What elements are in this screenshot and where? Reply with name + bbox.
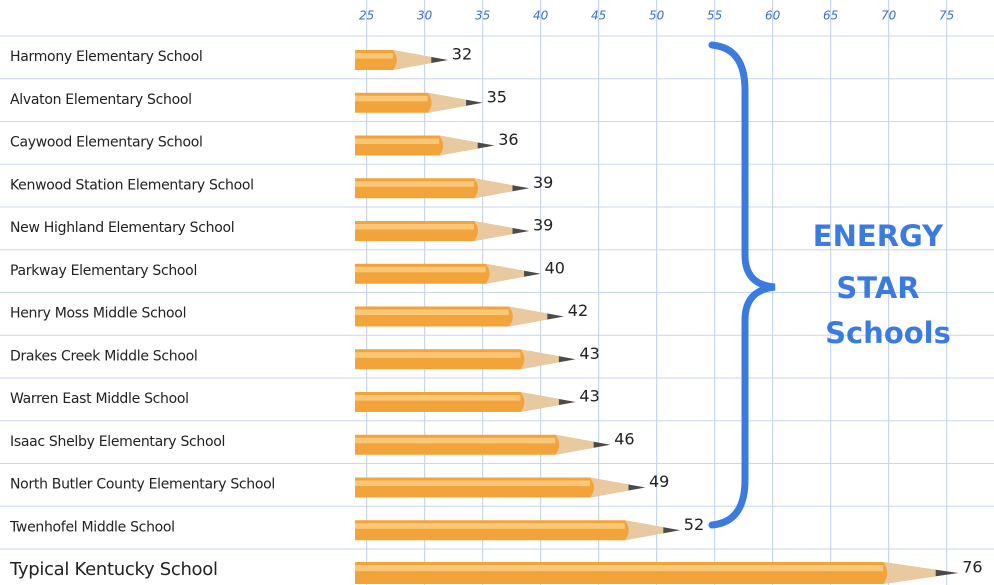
pencil-highlight (355, 523, 625, 529)
pencil-lead (547, 314, 564, 320)
y-tick-label: Henry Moss Middle School (10, 306, 186, 322)
y-tick-label: Alvaton Elementary School (10, 92, 192, 108)
value-label: 76 (962, 558, 982, 577)
x-tick-label: 45 (591, 9, 606, 23)
x-tick-label: 65 (823, 9, 838, 23)
value-label: 46 (614, 429, 634, 448)
pencil-lead (629, 485, 646, 491)
value-label: 39 (533, 216, 553, 235)
pencil-lead (513, 185, 530, 191)
pencil-highlight (355, 224, 474, 230)
pencil-highlight (355, 438, 555, 444)
annotation: ENERGY (813, 219, 944, 253)
x-tick-label: 35 (475, 9, 490, 23)
value-label: 42 (568, 301, 588, 320)
pencil-highlight (355, 352, 520, 358)
pencil-lead (478, 143, 495, 149)
pencil-highlight (355, 481, 590, 487)
bars: 32 Harmony Elementary School 35 Alvaton Ele… (9, 45, 983, 585)
y-tick-label: Caywood Elementary School (10, 135, 203, 151)
value-label: 52 (684, 515, 704, 534)
pencil-lead (559, 356, 576, 362)
brace (712, 45, 775, 525)
annotation: STAR (836, 271, 919, 305)
value-label: 35 (487, 87, 507, 106)
y-tick-label: Isaac Shelby Elementary School (10, 434, 225, 450)
pencil-lead (594, 442, 611, 448)
pencil-highlight (355, 565, 883, 571)
pencil-highlight (355, 267, 486, 273)
pencil-highlight (355, 310, 509, 316)
y-tick-label: Twenhofel Middle School (9, 519, 175, 535)
value-label: 39 (533, 173, 553, 192)
pencil-lead (466, 100, 483, 106)
chart: 25 30 35 40 45 50 55 60 65 70 75 32 Harmony Element… (0, 0, 994, 585)
y-tick-label: Parkway Elementary School (10, 263, 197, 279)
x-tick-label: 75 (939, 9, 954, 23)
x-tick-label: 30 (417, 9, 433, 23)
x-tick-label: 40 (533, 9, 549, 23)
pencil-highlight (355, 139, 439, 145)
pencil-highlight (355, 395, 520, 401)
x-tick-label: 60 (765, 9, 781, 23)
y-tick-label: Harmony Elementary School (10, 49, 202, 65)
value-label: 32 (452, 45, 472, 64)
value-label: 43 (579, 387, 599, 406)
x-tick-label: 25 (359, 9, 374, 23)
y-tick-label: Warren East Middle School (10, 391, 189, 407)
y-tick-label: Kenwood Station Elementary School (10, 177, 254, 193)
pencil-highlight (355, 181, 474, 187)
y-tick-label: Typical Kentucky School (9, 559, 218, 580)
x-tick-label: 55 (707, 9, 722, 23)
y-tick-label: North Butler County Elementary School (10, 477, 275, 493)
pencil-lead (513, 228, 530, 234)
pencil-lead (431, 57, 448, 63)
annotation: Schools (825, 316, 951, 350)
pencil-lead (663, 527, 680, 533)
pencil-lead (524, 271, 541, 277)
pencil-lead (559, 399, 576, 405)
x-tick-label: 50 (649, 9, 665, 23)
value-label: 40 (545, 258, 565, 277)
x-tick-label: 70 (881, 9, 897, 23)
pencil-highlight (355, 53, 393, 59)
pencil-highlight (355, 96, 428, 102)
y-tick-label: New Highland Elementary School (10, 220, 234, 236)
value-label: 36 (498, 130, 518, 149)
value-label: 43 (579, 344, 599, 363)
value-label: 49 (649, 472, 669, 491)
y-tick-label: Drakes Creek Middle School (10, 348, 197, 364)
